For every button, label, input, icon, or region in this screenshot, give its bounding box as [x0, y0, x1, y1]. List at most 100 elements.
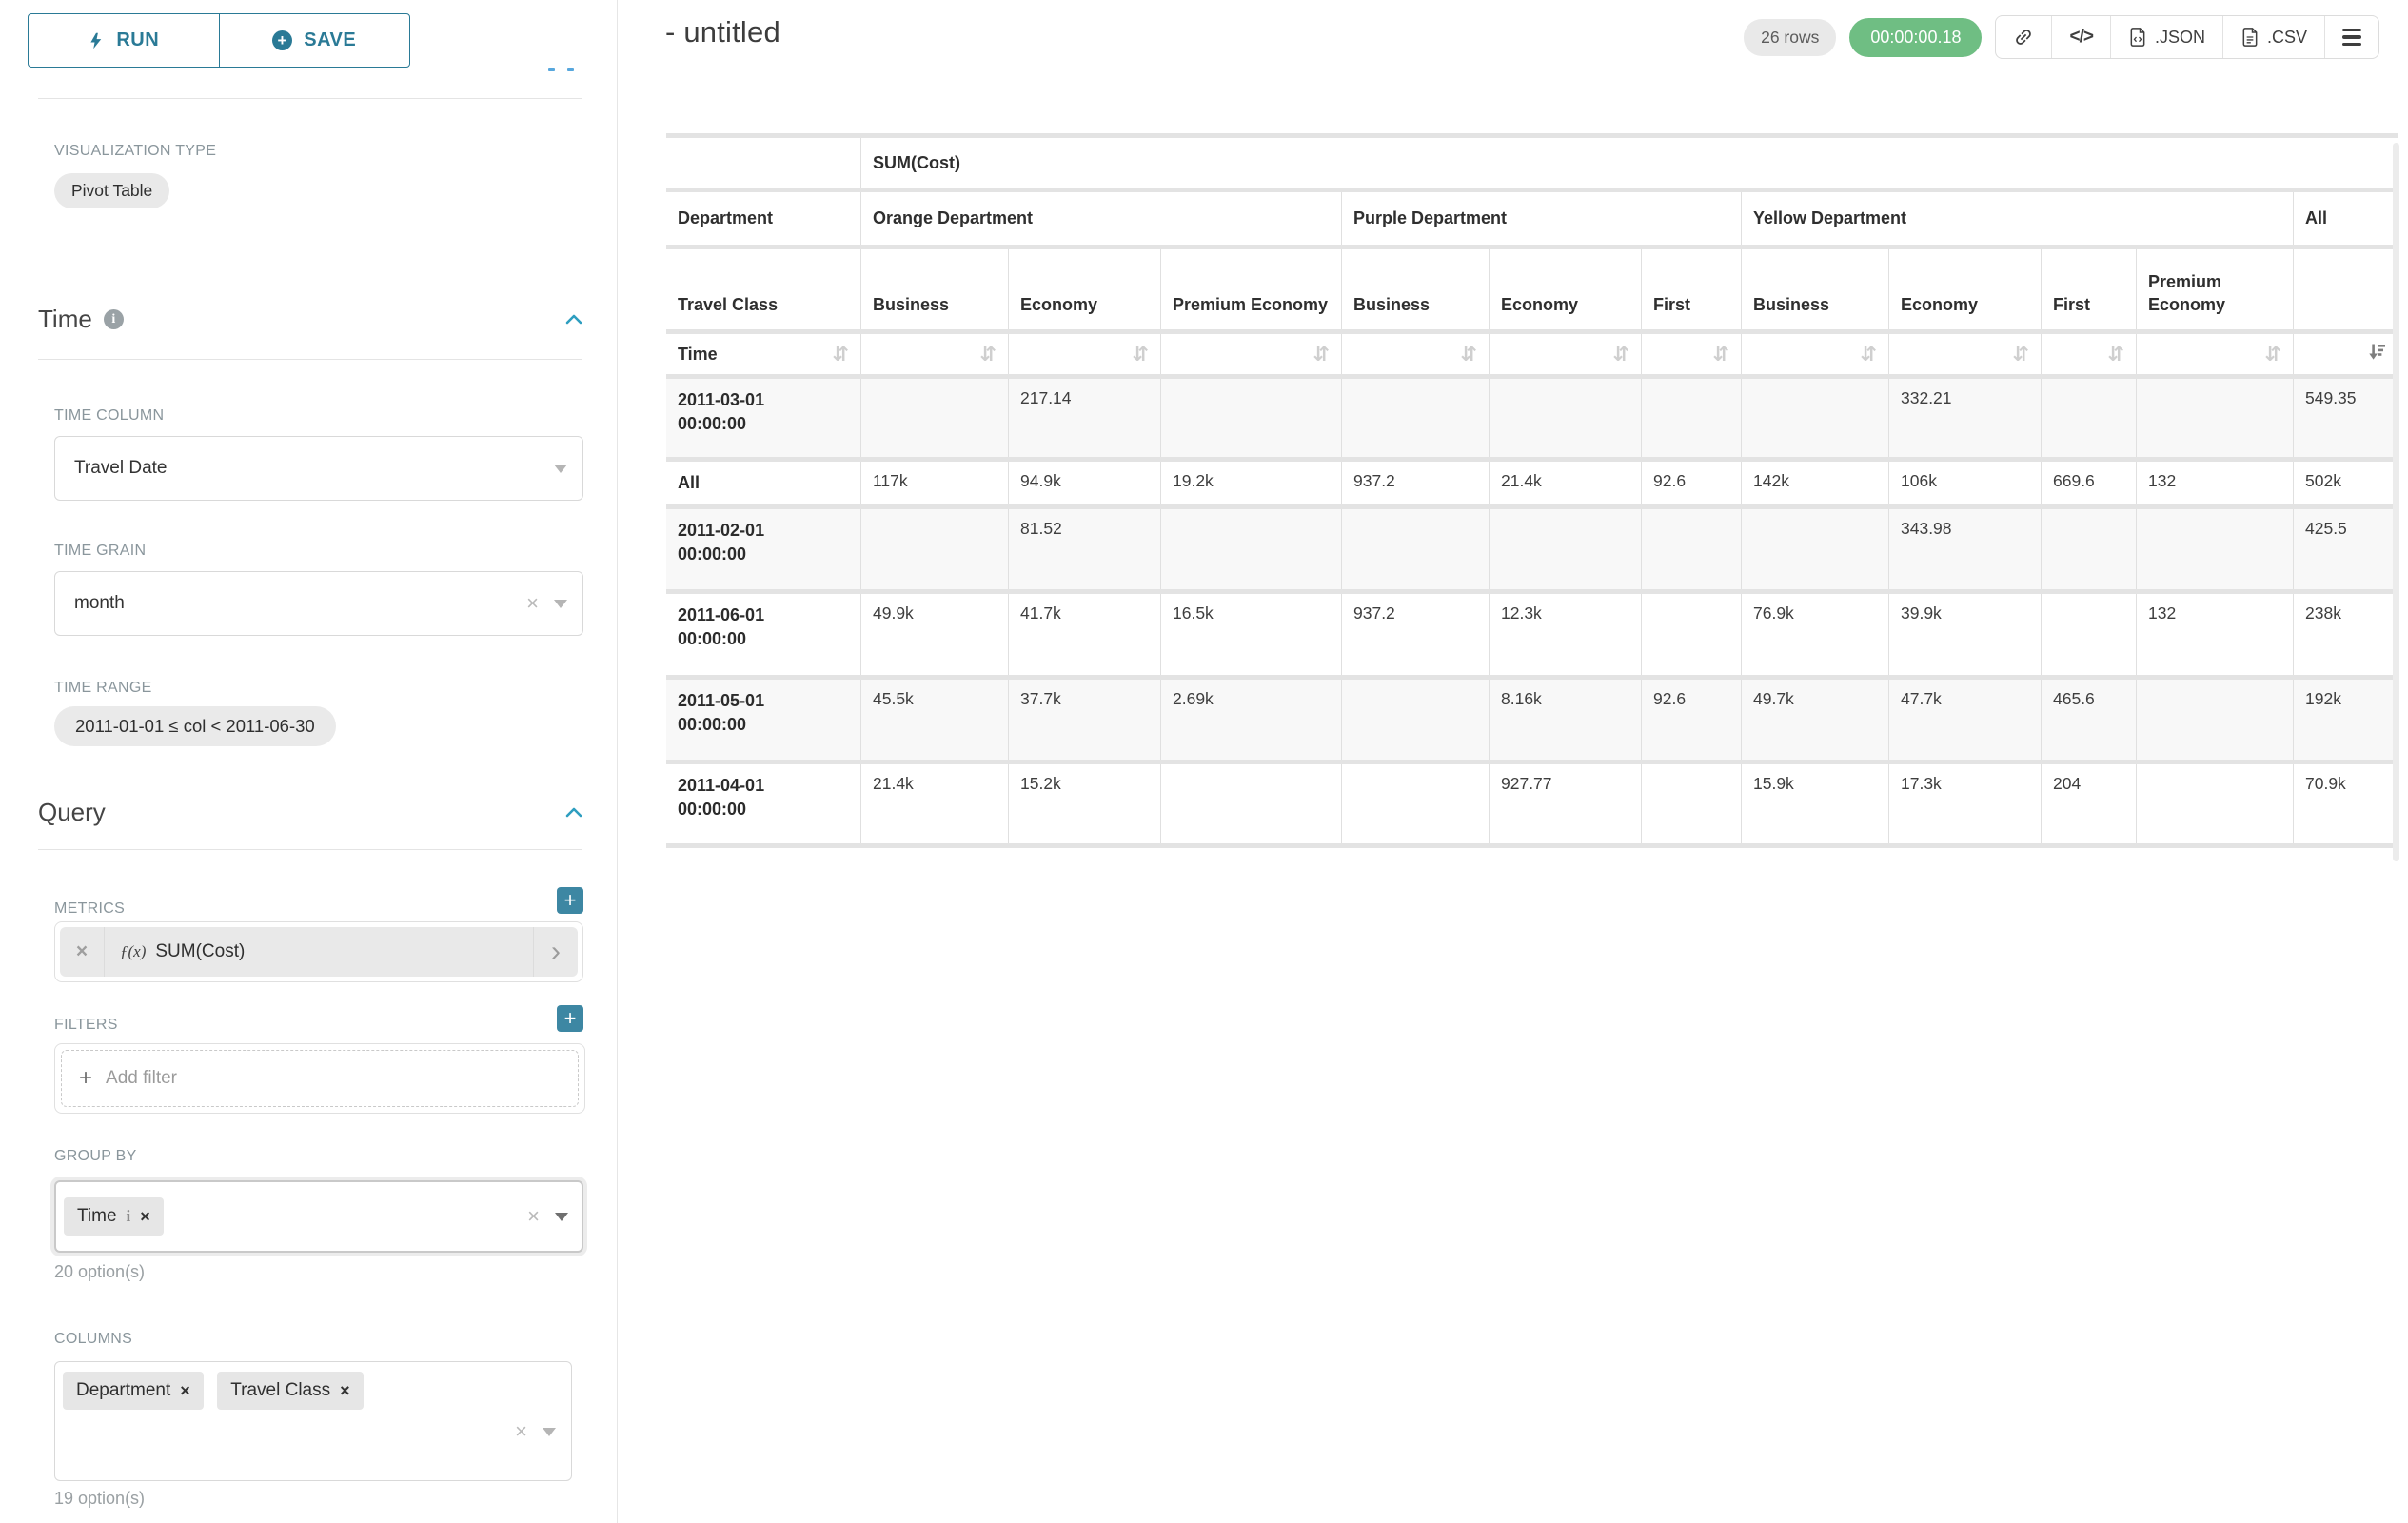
pivot-table-wrap: SUM(Cost) Department Orange Department Purp…: [666, 133, 2399, 849]
add-filter-dropzone[interactable]: + Add filter: [61, 1050, 579, 1107]
save-label: SAVE: [304, 30, 357, 50]
pivot-col-header: Economy: [1889, 249, 2042, 329]
chevron-right-icon[interactable]: ›: [533, 927, 578, 977]
pivot-cell: [1161, 379, 1342, 457]
chart-panel: - untitled 26 rows 00:00:00.18 </> .JSON: [618, 0, 2408, 1523]
pivot-sort-cell: [2294, 334, 2399, 374]
pivot-group-header: Purple Department: [1342, 192, 1742, 245]
pivot-cell: [2042, 594, 2137, 676]
chart-title[interactable]: - untitled: [665, 15, 780, 49]
chevron-down-icon[interactable]: [554, 464, 567, 473]
metric-pill[interactable]: × ƒ(x) SUM(Cost) ›: [60, 927, 578, 977]
remove-metric-icon[interactable]: ×: [60, 927, 105, 977]
pivot-cell: 106k: [1889, 462, 2042, 505]
pivot-row: All 117k 94.9k 19.2k 937.2 21.4k 92.6 142k 106k 6…: [666, 462, 2399, 505]
pivot-cell: 2.69k: [1161, 680, 1342, 761]
pivot-cell: [1490, 379, 1642, 457]
section-divider: [38, 359, 582, 360]
time-column-select[interactable]: Travel Date: [54, 436, 583, 501]
chevron-down-icon[interactable]: [554, 599, 567, 608]
sort-toggle-icon[interactable]: ⇵: [2012, 342, 2029, 366]
share-link-button[interactable]: [1996, 16, 2051, 58]
file-code-icon: [2130, 28, 2145, 47]
pivot-cell: 669.6: [2042, 462, 2137, 505]
pivot-cell: 117k: [861, 462, 1009, 505]
pivot-sort-cell: ⇵: [861, 334, 1009, 374]
run-button[interactable]: RUN: [28, 13, 220, 68]
group-by-label: GROUP BY: [54, 1148, 137, 1164]
export-csv-button[interactable]: .CSV: [2221, 16, 2324, 58]
pivot-cell: [1161, 509, 1342, 590]
pivot-cell: 425.5: [2294, 509, 2399, 590]
export-json-button[interactable]: .JSON: [2109, 16, 2222, 58]
code-icon: </>: [2069, 27, 2094, 47]
pivot-cell: 465.6: [2042, 680, 2137, 761]
columns-tag[interactable]: Department ×: [63, 1372, 204, 1410]
remove-tag-icon[interactable]: ×: [180, 1381, 190, 1400]
sort-descending-icon[interactable]: [2368, 344, 2386, 365]
viz-type-value: Pivot Table: [71, 181, 153, 200]
info-icon[interactable]: i: [103, 309, 124, 329]
pivot-row-label: 2011-06-01 00:00:00: [666, 594, 861, 676]
sort-toggle-icon[interactable]: ⇵: [1460, 342, 1477, 366]
pivot-cell: 16.5k: [1161, 594, 1342, 676]
pivot-cell: 92.6: [1642, 462, 1742, 505]
info-icon[interactable]: i: [126, 1207, 131, 1225]
pivot-sort-cell: ⇵: [1742, 334, 1889, 374]
pivot-cell: [1161, 764, 1342, 844]
clipped-control-fragment: [548, 68, 555, 71]
sort-toggle-icon[interactable]: ⇵: [2264, 342, 2281, 366]
group-by-options-hint: 20 option(s): [54, 1262, 146, 1281]
pivot-col-header: Premium Economy: [2137, 249, 2294, 329]
pivot-cell: [2137, 680, 2294, 761]
pivot-table: SUM(Cost) Department Orange Department Purp…: [666, 133, 2399, 849]
pivot-cell: 37.7k: [1009, 680, 1161, 761]
query-section-title: Query: [38, 798, 106, 826]
time-grain-select[interactable]: month ×: [54, 571, 583, 636]
time-range-chip[interactable]: 2011-01-01 ≤ col < 2011-06-30: [54, 706, 336, 746]
chevron-down-icon[interactable]: [543, 1427, 556, 1436]
pivot-sort-cell: ⇵: [1490, 334, 1642, 374]
chevron-down-icon[interactable]: [555, 1212, 568, 1221]
clear-icon[interactable]: ×: [526, 591, 539, 615]
more-menu-button[interactable]: [2324, 16, 2378, 58]
group-by-select[interactable]: Time i × ×: [54, 1180, 583, 1253]
clear-icon[interactable]: ×: [515, 1419, 527, 1443]
sort-toggle-icon[interactable]: ⇵: [1132, 342, 1149, 366]
remove-tag-icon[interactable]: ×: [340, 1381, 350, 1400]
group-by-tag[interactable]: Time i ×: [64, 1197, 164, 1236]
pivot-row-label: 2011-02-01 00:00:00: [666, 509, 861, 590]
sort-toggle-icon[interactable]: ⇵: [979, 342, 997, 366]
sort-toggle-icon[interactable]: ⇵: [2107, 342, 2124, 366]
plus-icon: +: [79, 1065, 93, 1091]
pivot-cell: [1642, 594, 1742, 676]
pivot-cell: 132: [2137, 462, 2294, 505]
vertical-scrollbar[interactable]: [2393, 143, 2399, 861]
save-button[interactable]: + SAVE: [218, 13, 410, 68]
pivot-cell: 192k: [2294, 680, 2399, 761]
chart-header-actions: 26 rows 00:00:00.18 </> .JSON: [1744, 15, 2379, 59]
add-filter-button[interactable]: +: [557, 1005, 583, 1032]
filters-label: FILTERS: [54, 1017, 118, 1033]
remove-tag-icon[interactable]: ×: [140, 1207, 150, 1226]
sort-toggle-icon[interactable]: ⇵: [1712, 342, 1729, 366]
pivot-cell: 21.4k: [861, 764, 1009, 844]
chevron-up-icon[interactable]: [565, 314, 582, 325]
pivot-cell: [1490, 509, 1642, 590]
time-section-header: Time i: [38, 305, 582, 334]
add-filter-placeholder: Add filter: [106, 1068, 177, 1088]
add-metric-button[interactable]: +: [557, 887, 583, 914]
columns-tag[interactable]: Travel Class ×: [217, 1372, 364, 1410]
columns-select[interactable]: Department × Travel Class × ×: [54, 1361, 572, 1481]
pivot-cell: [1342, 680, 1490, 761]
chevron-up-icon[interactable]: [565, 807, 582, 818]
sort-toggle-icon[interactable]: ⇵: [832, 342, 849, 366]
clear-icon[interactable]: ×: [527, 1204, 540, 1228]
sort-toggle-icon[interactable]: ⇵: [1612, 342, 1629, 366]
view-query-button[interactable]: </>: [2051, 16, 2109, 58]
viz-type-chip[interactable]: Pivot Table: [54, 173, 170, 208]
query-timer-badge: 00:00:00.18: [1849, 17, 1983, 57]
pivot-group-header: All: [2294, 192, 2399, 245]
sort-toggle-icon[interactable]: ⇵: [1313, 342, 1330, 366]
sort-toggle-icon[interactable]: ⇵: [1860, 342, 1877, 366]
